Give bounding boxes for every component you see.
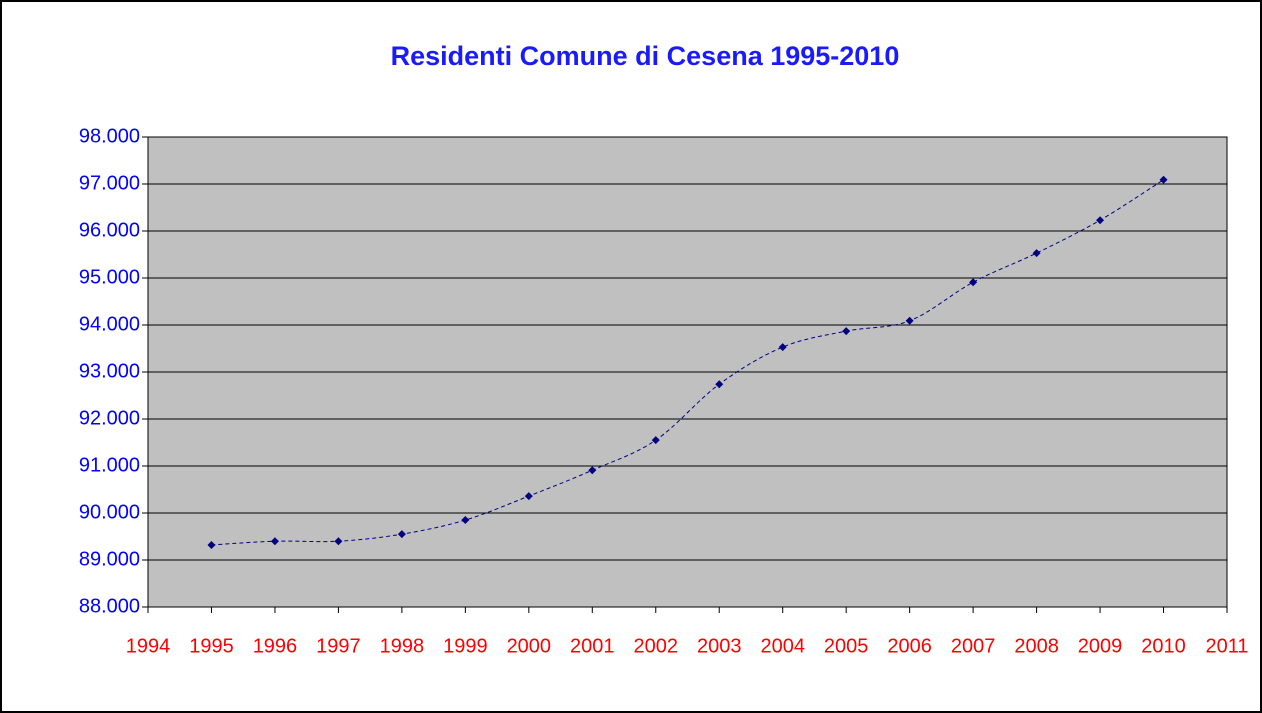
y-tick-label: 89.000 bbox=[79, 548, 140, 570]
y-tick-label: 92.000 bbox=[79, 407, 140, 429]
data-point bbox=[842, 327, 851, 336]
x-tick-label: 2004 bbox=[760, 635, 805, 657]
y-tick-label: 97.000 bbox=[79, 172, 140, 194]
x-tick-label: 2000 bbox=[507, 635, 552, 657]
x-tick-label: 2001 bbox=[570, 635, 615, 657]
x-tick-label: 1995 bbox=[189, 635, 234, 657]
x-tick-label: 1996 bbox=[253, 635, 298, 657]
x-tick-label: 2002 bbox=[634, 635, 679, 657]
data-point bbox=[1032, 249, 1041, 258]
data-point bbox=[651, 436, 660, 445]
data-point bbox=[969, 278, 978, 287]
x-tick-label: 2009 bbox=[1078, 635, 1123, 657]
x-tick-label: 1994 bbox=[126, 635, 171, 657]
x-tick-label: 2010 bbox=[1141, 635, 1186, 657]
x-tick-label: 2008 bbox=[1014, 635, 1059, 657]
data-point bbox=[270, 537, 279, 546]
chart-title: Residenti Comune di Cesena 1995-2010 bbox=[391, 41, 900, 71]
x-tick-label: 1997 bbox=[316, 635, 361, 657]
data-point bbox=[1159, 175, 1168, 184]
x-tick-label: 2011 bbox=[1205, 635, 1248, 657]
series-line bbox=[211, 179, 1164, 546]
x-tick-label: 2005 bbox=[824, 635, 869, 657]
data-point bbox=[334, 537, 343, 546]
x-tick-label: 2007 bbox=[951, 635, 996, 657]
data-point bbox=[1096, 216, 1105, 225]
data-point bbox=[524, 492, 533, 501]
data-point bbox=[461, 516, 470, 525]
x-tick-label: 2006 bbox=[887, 635, 932, 657]
y-tick-label: 88.000 bbox=[79, 595, 140, 617]
y-tick-label: 93.000 bbox=[79, 360, 140, 382]
x-tick-label: 1999 bbox=[443, 635, 488, 657]
y-tick-label: 98.000 bbox=[79, 125, 140, 147]
data-point bbox=[397, 530, 406, 539]
y-tick-label: 95.000 bbox=[79, 266, 140, 288]
data-point bbox=[778, 343, 787, 352]
y-tick-label: 91.000 bbox=[79, 454, 140, 476]
data-point bbox=[905, 316, 914, 325]
y-tick-label: 90.000 bbox=[79, 501, 140, 523]
x-tick-label: 2003 bbox=[697, 635, 742, 657]
data-point bbox=[207, 540, 216, 549]
y-tick-label: 94.000 bbox=[79, 313, 140, 335]
y-tick-label: 96.000 bbox=[79, 219, 140, 241]
x-tick-label: 1998 bbox=[380, 635, 425, 657]
data-point bbox=[588, 466, 597, 475]
data-point bbox=[715, 380, 724, 389]
